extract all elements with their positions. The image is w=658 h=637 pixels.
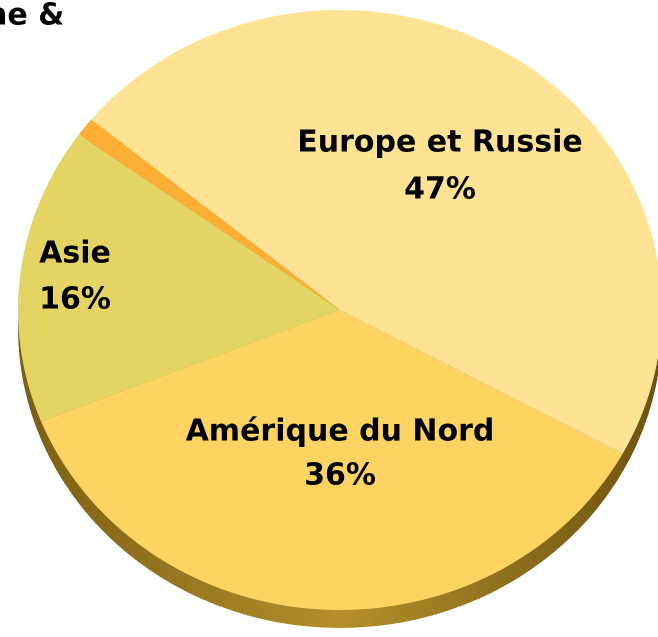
slice-value-label: 36% [304,458,376,493]
pie-slice [41,310,623,611]
pie-slice [17,134,340,422]
slice-value-label: 47% [404,172,476,207]
slice-label: Asie [39,236,111,271]
pie-slice [78,119,340,311]
pie-slice [91,10,658,454]
chart-title: ne & [0,0,64,33]
slice-value-label: 16% [39,282,111,317]
slice-label: Europe et Russie [297,125,582,160]
slice-label: Amérique du Nord [186,414,495,449]
